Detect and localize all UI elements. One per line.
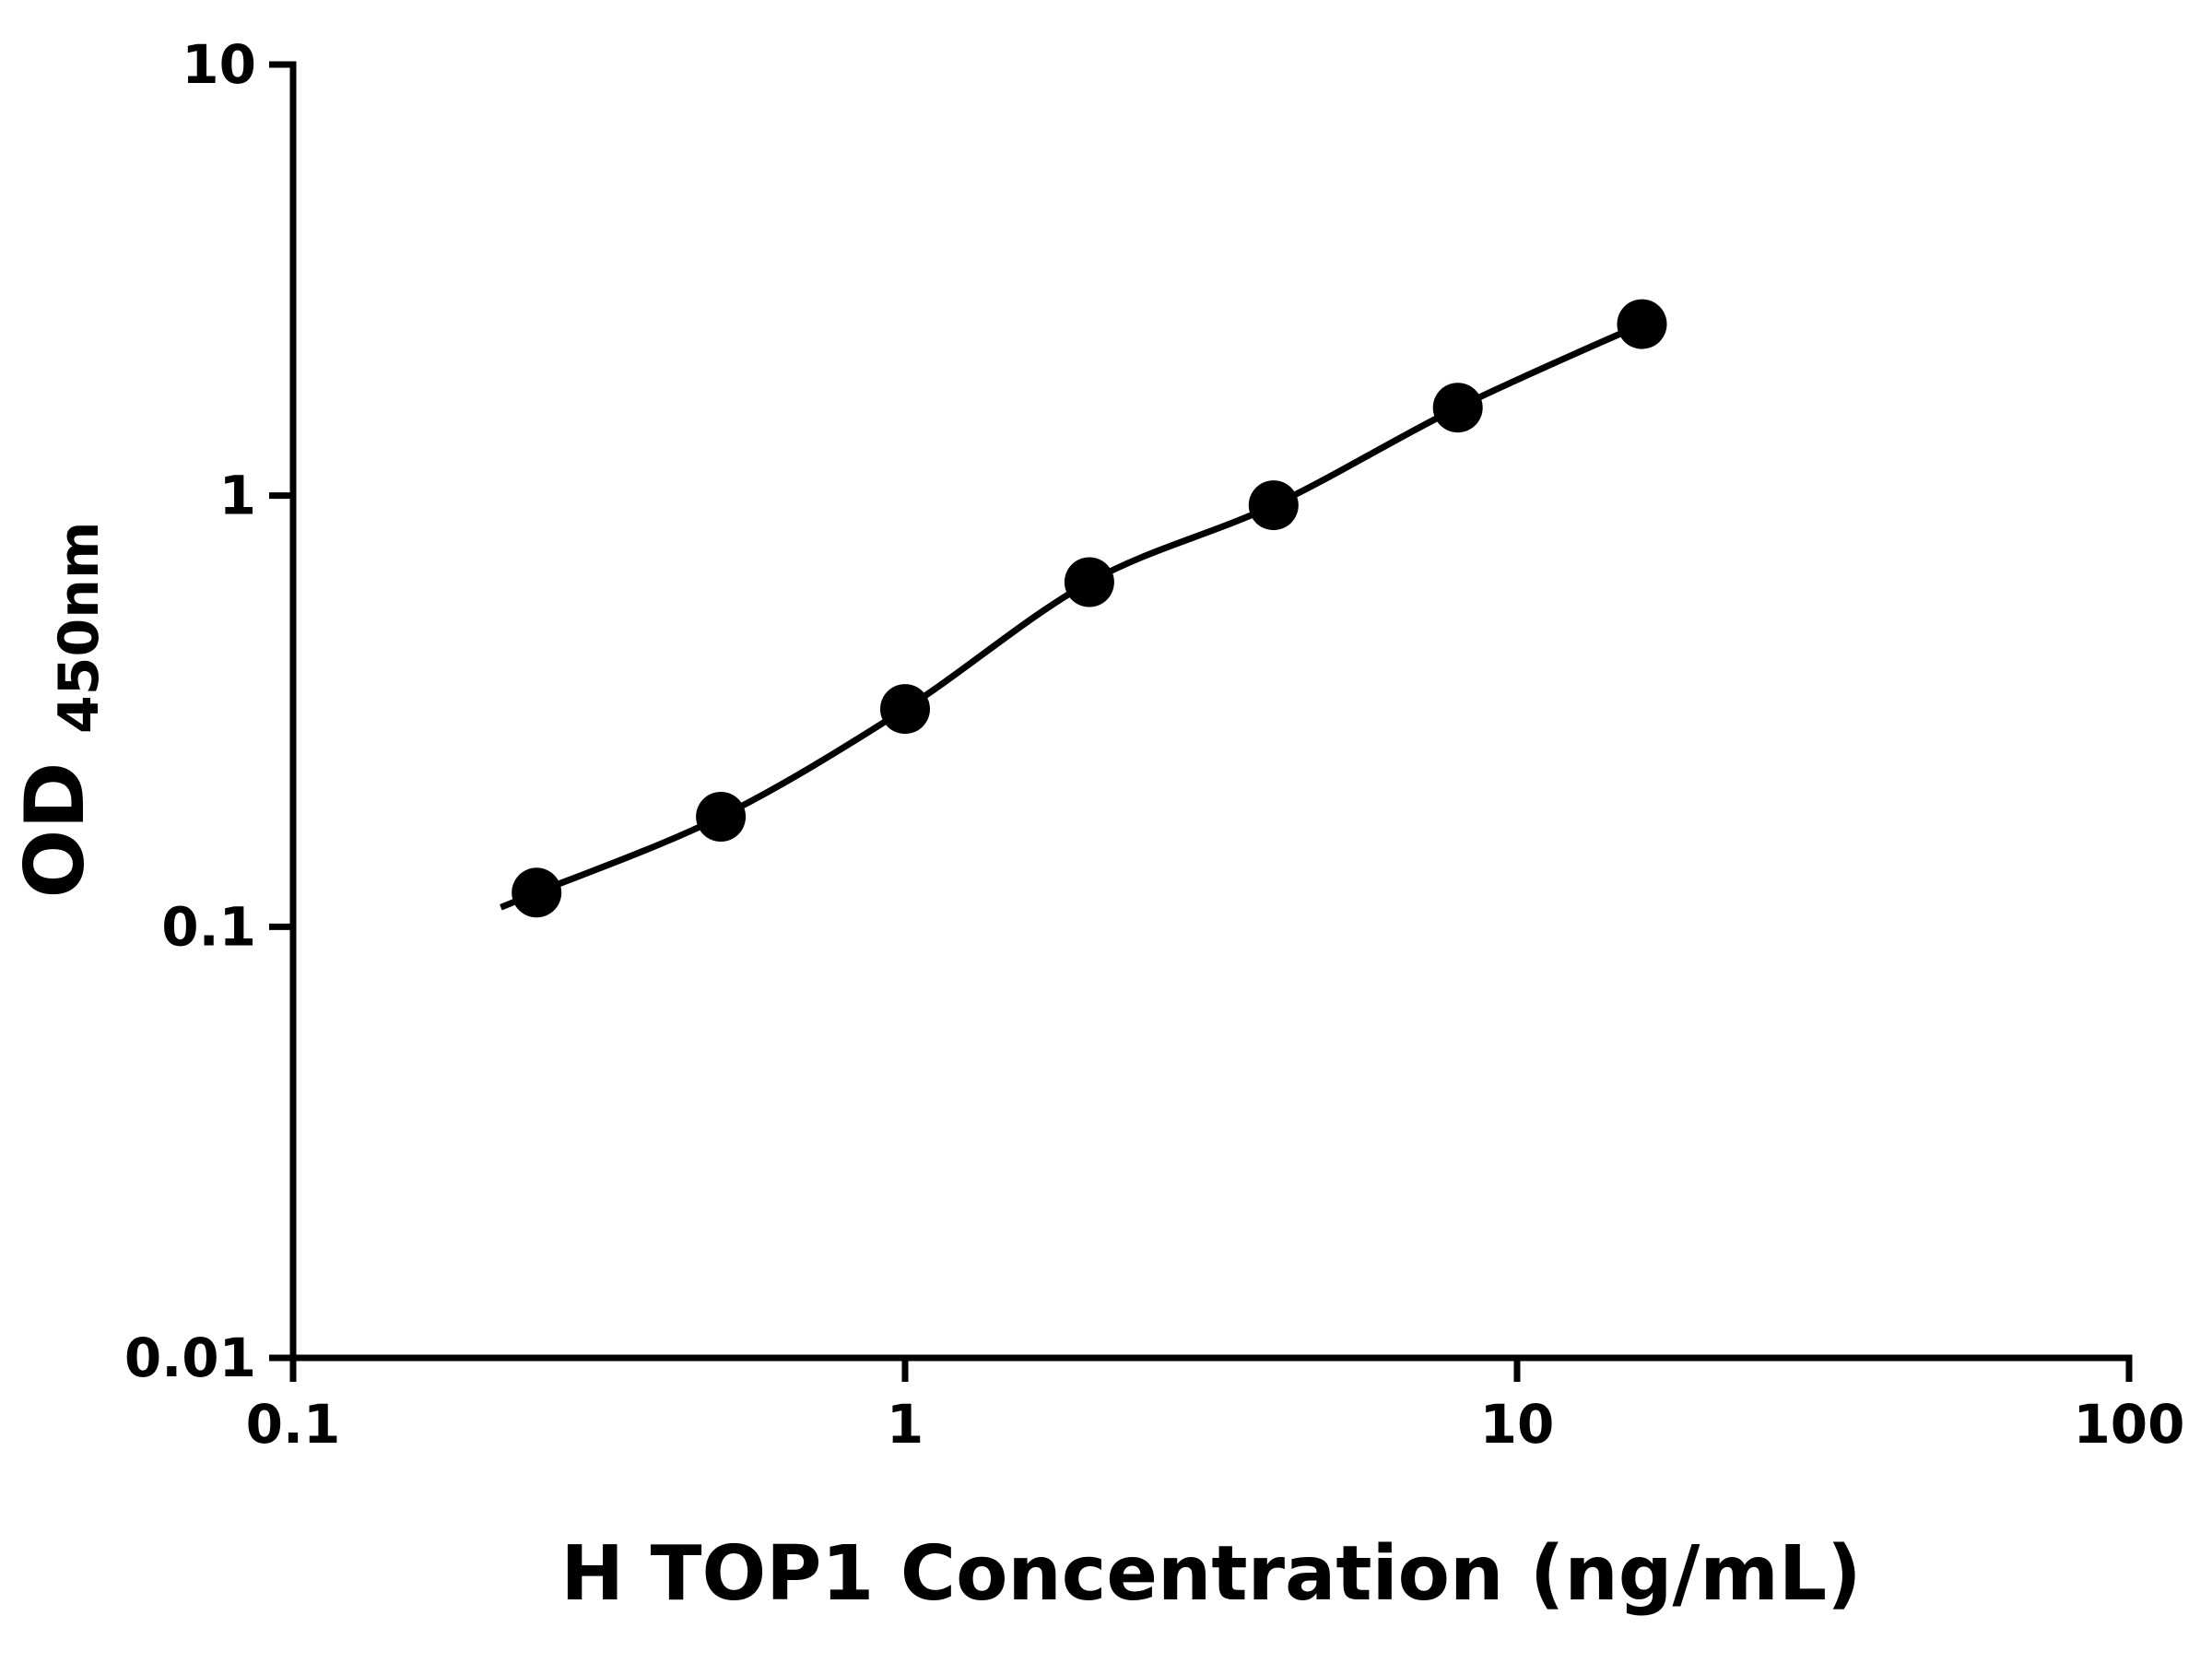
- data-point: [1064, 557, 1114, 607]
- ticks-layer: [269, 61, 2133, 1382]
- y-axis-title-main: OD: [7, 762, 102, 899]
- y-tick-label: 1: [219, 465, 256, 527]
- data-point: [1432, 383, 1483, 433]
- points-layer: [512, 299, 1667, 918]
- y-tick-label: 0.1: [161, 895, 256, 958]
- x-tick-label: 0.1: [246, 1393, 341, 1456]
- data-point: [1617, 299, 1667, 349]
- x-axis-title: H TOP1 Concentration (ng/mL): [560, 1530, 1861, 1618]
- x-tick-label: 1: [887, 1393, 924, 1456]
- y-tick-label: 0.01: [124, 1327, 256, 1389]
- axis-lines: [289, 61, 2133, 1362]
- data-point: [512, 867, 562, 918]
- y-axis-title: OD 450nm: [7, 522, 112, 899]
- data-point: [696, 792, 747, 842]
- x-tick-label: 10: [1480, 1393, 1555, 1456]
- data-point: [1248, 480, 1299, 531]
- y-tick-label: 10: [182, 33, 256, 96]
- data-point: [880, 684, 930, 735]
- axes-layer: [289, 61, 2133, 1362]
- x-tick-label: 100: [2073, 1393, 2184, 1456]
- y-axis-title-subscript: 450nm: [47, 522, 112, 734]
